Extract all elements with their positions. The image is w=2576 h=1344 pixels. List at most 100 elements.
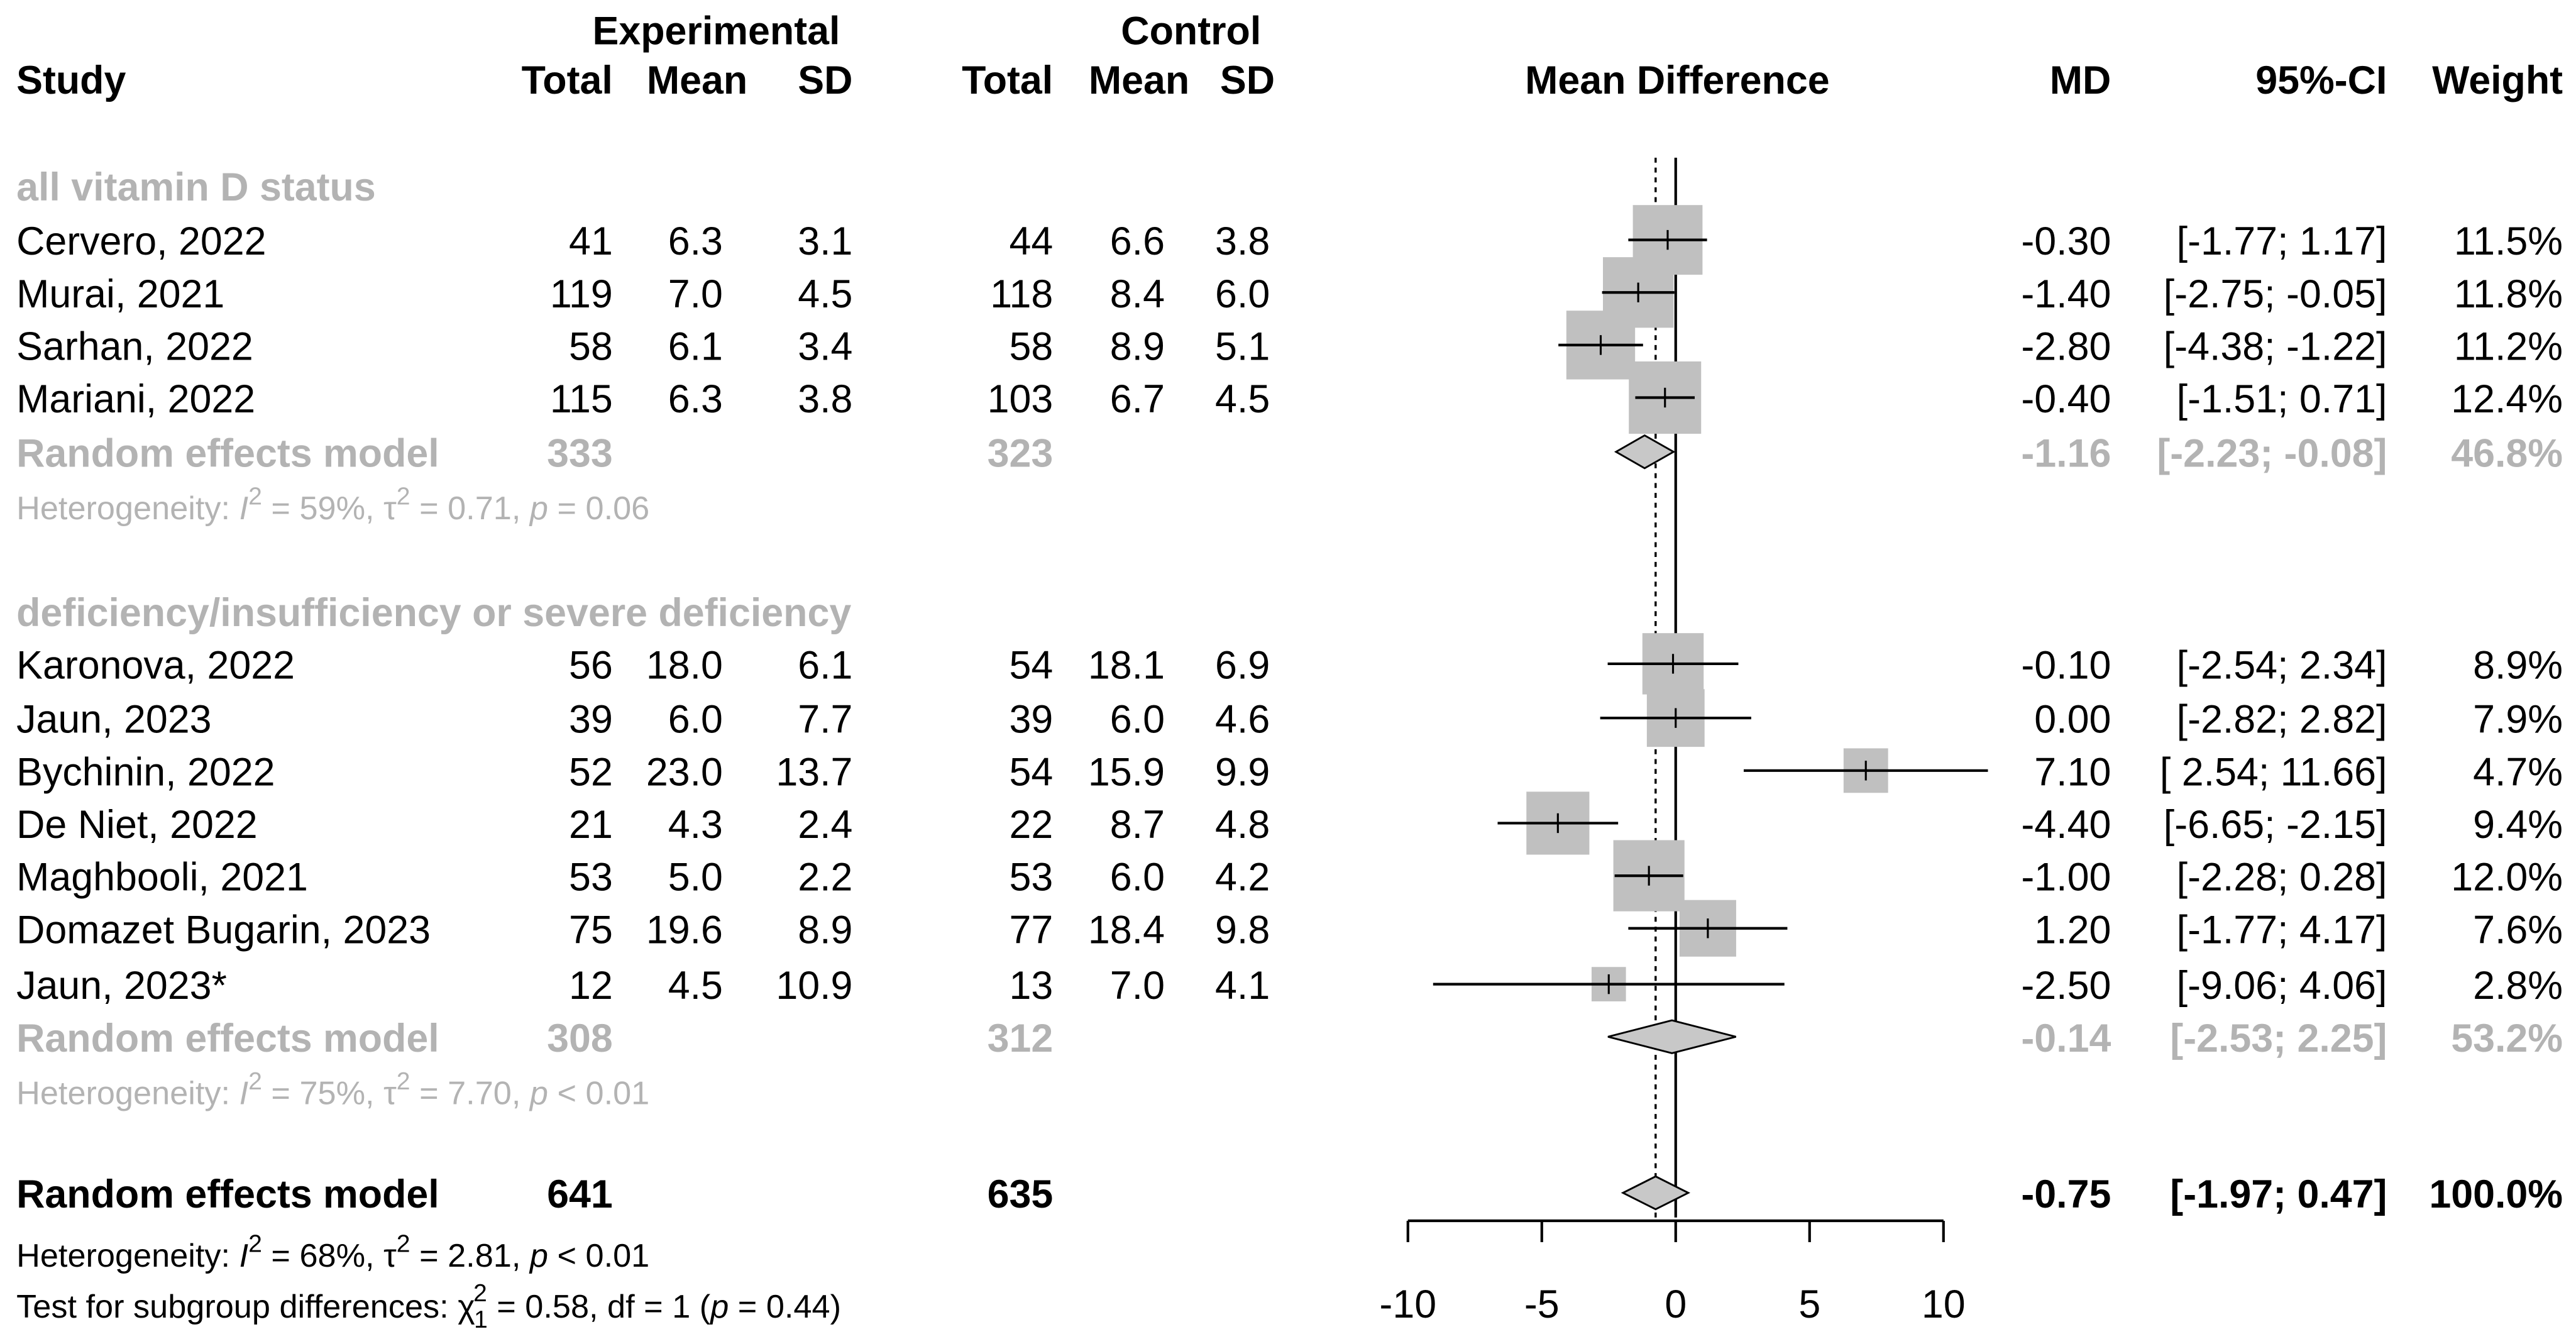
ci-value: [-4.38; -1.22] [2164, 324, 2387, 368]
exp-mean: 18.0 [646, 643, 723, 687]
ci-value: [-2.82; 2.82] [2177, 698, 2387, 742]
ctl-sd: 6.0 [1215, 272, 1270, 316]
subgroup-heterogeneity: Heterogeneity: I2 = 75%, τ2 = 7.70, p < … [16, 1068, 649, 1112]
ctl-mean: 6.7 [1110, 377, 1165, 421]
ctl-sd: 4.8 [1215, 803, 1270, 847]
x-axis: -10 -5 0 5 10 [1379, 1219, 1966, 1326]
x-tick-label: 0 [1665, 1282, 1687, 1326]
exp-sd: 13.7 [776, 750, 852, 794]
ctl-sd: 3.8 [1215, 219, 1270, 263]
header-ctl-sd: SD [1220, 58, 1275, 102]
exp-total: 12 [569, 964, 613, 1008]
study-name: Cervero, 2022 [16, 219, 266, 263]
ci-value: [-2.54; 2.34] [2177, 643, 2387, 687]
exp-mean: 5.0 [668, 856, 723, 900]
md-value: -0.30 [2021, 219, 2111, 263]
ctl-total: 118 [990, 272, 1053, 316]
exp-mean: 7.0 [668, 272, 723, 316]
ci-value: [-6.65; -2.15] [2164, 803, 2387, 847]
exp-sd: 7.7 [798, 698, 852, 742]
ctl-total: 77 [1009, 908, 1053, 952]
ctl-sd: 9.9 [1215, 750, 1270, 794]
overall-summary-diamond [1621, 1175, 1690, 1211]
overall-summary-ctl-total: 635 [988, 1172, 1054, 1216]
exp-total: 53 [569, 856, 613, 900]
study-name: Jaun, 2023 [16, 698, 211, 742]
header-ctl-total: Total [962, 58, 1053, 102]
overall-summary-weight: 100.0% [2429, 1172, 2563, 1216]
weight-value: 4.7% [2473, 750, 2563, 794]
ctl-mean: 8.4 [1110, 272, 1165, 316]
exp-total: 56 [569, 643, 613, 687]
study-name: Karonova, 2022 [16, 643, 295, 687]
ctl-mean: 8.9 [1110, 324, 1165, 368]
ctl-total: 13 [1009, 964, 1053, 1008]
md-value: -1.00 [2021, 856, 2111, 900]
study-name: De Niet, 2022 [16, 803, 258, 847]
exp-mean: 4.5 [668, 964, 723, 1008]
ctl-total: 103 [988, 377, 1054, 421]
ctl-mean: 6.0 [1110, 698, 1165, 742]
ctl-total: 22 [1009, 803, 1053, 847]
weight-value: 7.6% [2473, 908, 2563, 952]
exp-total: 75 [569, 908, 613, 952]
md-value: 0.00 [2034, 698, 2111, 742]
md-value: -2.80 [2021, 324, 2111, 368]
ci-value: [-1.77; 4.17] [2177, 908, 2387, 952]
subgroup-summary-label: Random effects model [16, 1016, 439, 1060]
ctl-mean: 6.6 [1110, 219, 1165, 263]
weight-value: 8.9% [2473, 643, 2563, 687]
ctl-mean: 8.7 [1110, 803, 1165, 847]
subgroup-summary-weight: 53.2% [2451, 1016, 2563, 1060]
study-name: Jaun, 2023* [16, 964, 227, 1008]
study-name: Domazet Bugarin, 2023 [16, 908, 431, 952]
exp-sd: 3.4 [798, 324, 852, 368]
exp-total: 58 [569, 324, 613, 368]
header-study: Study [16, 58, 126, 102]
ci-value: [-9.06; 4.06] [2177, 964, 2387, 1008]
md-value: -0.40 [2021, 377, 2111, 421]
x-tick-label: -5 [1524, 1282, 1560, 1326]
md-value: -0.10 [2021, 643, 2111, 687]
exp-mean: 23.0 [646, 750, 723, 794]
study-name: Murai, 2021 [16, 272, 224, 316]
exp-total: 21 [569, 803, 613, 847]
ctl-mean: 18.1 [1088, 643, 1165, 687]
overall-summary-exp-total: 641 [547, 1172, 613, 1216]
ctl-sd: 9.8 [1215, 908, 1270, 952]
ctl-mean: 15.9 [1088, 750, 1165, 794]
ci-value: [-2.28; 0.28] [2177, 856, 2387, 900]
overall-summary-md: -0.75 [2021, 1172, 2111, 1216]
exp-mean: 6.3 [668, 219, 723, 263]
header-weight: Weight [2432, 58, 2563, 102]
exp-sd: 2.2 [798, 856, 852, 900]
exp-sd: 10.9 [776, 964, 852, 1008]
subgroup-summary-ci: [-2.53; 2.25] [2170, 1016, 2387, 1060]
study-name: Bychinin, 2022 [16, 750, 275, 794]
ctl-sd: 4.2 [1215, 856, 1270, 900]
exp-total: 41 [569, 219, 613, 263]
study-name: Sarhan, 2022 [16, 324, 253, 368]
exp-sd: 8.9 [798, 908, 852, 952]
header-ci: 95%-CI [2255, 58, 2387, 102]
ctl-total: 44 [1009, 219, 1053, 263]
ctl-sd: 4.6 [1215, 698, 1270, 742]
subgroup-summary-md: -0.14 [2021, 1016, 2111, 1060]
subgroup-heterogeneity: Heterogeneity: I2 = 59%, τ2 = 0.71, p = … [16, 483, 649, 527]
weight-value: 2.8% [2473, 964, 2563, 1008]
plot-marks [1433, 157, 1988, 1218]
subgroup-summary-ci: [-2.23; -0.08] [2157, 431, 2387, 475]
exp-sd: 3.1 [798, 219, 852, 263]
x-tick-label: -10 [1379, 1282, 1436, 1326]
md-value: -1.40 [2021, 272, 2111, 316]
exp-mean: 6.0 [668, 698, 723, 742]
subgroup-label: all vitamin D status [16, 165, 376, 209]
weight-value: 11.8% [2454, 272, 2563, 316]
md-value: 7.10 [2034, 750, 2111, 794]
weight-value: 11.2% [2454, 324, 2563, 368]
exp-total: 39 [569, 698, 613, 742]
ci-value: [-1.51; 0.71] [2177, 377, 2387, 421]
header-control: Control [1121, 9, 1261, 53]
weight-value: 11.5% [2454, 219, 2563, 263]
